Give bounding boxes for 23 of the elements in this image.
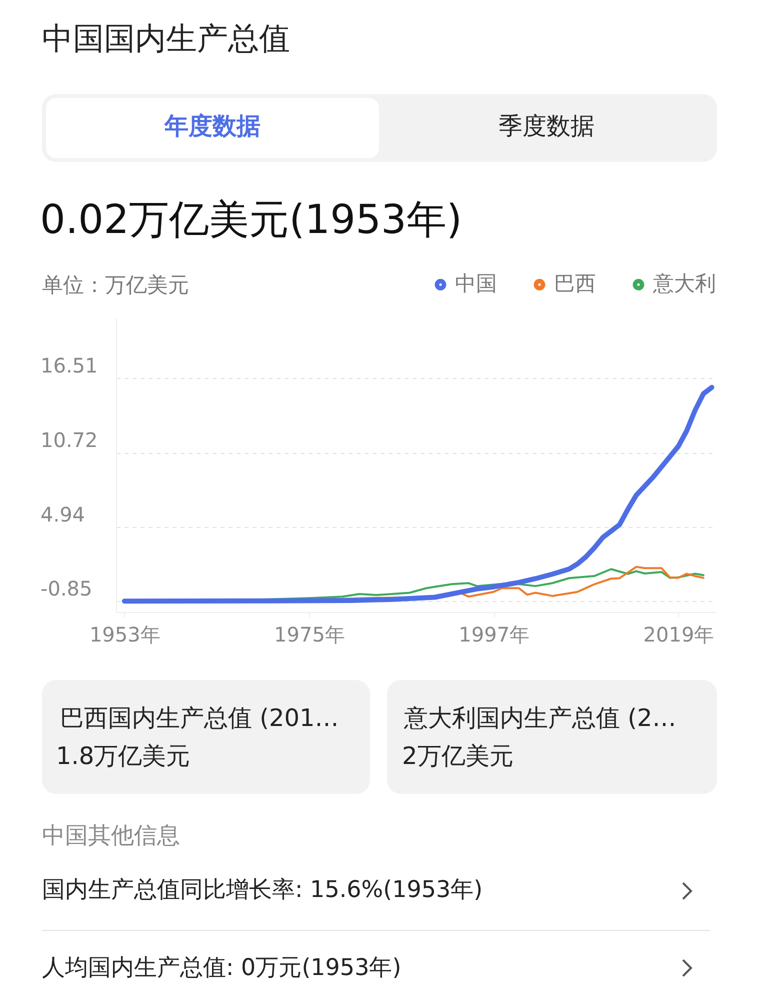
text: 年度数据 xyxy=(163,111,262,142)
legend-label: 中国 xyxy=(455,272,497,296)
text: 季度数据 xyxy=(498,111,596,142)
y-axis-title: 单位：万亿美元 xyxy=(42,272,189,299)
text: 人均国内生产总值: 0万元(1953年) xyxy=(42,954,402,983)
text: 巴西国内生产总值 (201… xyxy=(60,703,339,734)
legend-label: 意大利 xyxy=(652,272,716,296)
y-tick-label: -0.85 xyxy=(40,576,92,601)
x-tick-label: 2019年 xyxy=(643,622,714,646)
text: 国内生产总值同比增长率: 15.6%(1953年) xyxy=(42,876,483,905)
x-tick-label: 1953年 xyxy=(89,622,160,646)
y-tick-label: 16.51 xyxy=(40,354,98,378)
text: 中国其他信息 xyxy=(42,822,180,851)
text: 意大利国内生产总值 (2… xyxy=(404,703,676,734)
text: 1.8万亿美元 xyxy=(56,741,190,772)
x-tick-label: 1997年 xyxy=(458,622,530,646)
x-tick-label: 1975年 xyxy=(274,622,345,646)
legend-label: 巴西 xyxy=(554,272,596,296)
y-tick-label: 4.94 xyxy=(40,502,86,526)
chart-title: 中国国内生产总值 xyxy=(42,20,290,59)
chart-subtitle: 0.02万亿美元(1953年) xyxy=(40,196,462,245)
y-tick-label: 10.72 xyxy=(40,428,98,452)
text: 2万亿美元 xyxy=(402,741,514,772)
